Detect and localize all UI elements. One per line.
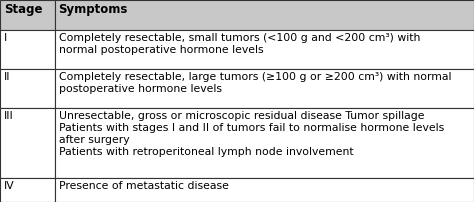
Text: Completely resectable, small tumors (<100 g and <200 cm³) with
normal postoperat: Completely resectable, small tumors (<10… (58, 33, 420, 55)
Bar (55, 108, 474, 178)
Text: II: II (4, 72, 10, 82)
Bar (0, 69, 55, 108)
Text: Unresectable, gross or microscopic residual disease Tumor spillage
Patients with: Unresectable, gross or microscopic resid… (58, 111, 444, 157)
Bar (55, 69, 474, 108)
Text: Completely resectable, large tumors (≥100 g or ≥200 cm³) with normal
postoperati: Completely resectable, large tumors (≥10… (58, 72, 451, 94)
Text: IV: IV (4, 181, 15, 191)
Text: III: III (4, 111, 14, 121)
Bar (0, 178, 55, 202)
Bar (55, 30, 474, 69)
Text: Stage: Stage (4, 3, 43, 16)
Bar (0, 108, 55, 178)
Bar (0, 0, 55, 30)
Bar (55, 0, 474, 30)
Text: I: I (4, 33, 7, 43)
Bar (55, 178, 474, 202)
Bar (0, 30, 55, 69)
Text: Presence of metastatic disease: Presence of metastatic disease (58, 181, 228, 191)
Text: Symptoms: Symptoms (58, 3, 128, 16)
